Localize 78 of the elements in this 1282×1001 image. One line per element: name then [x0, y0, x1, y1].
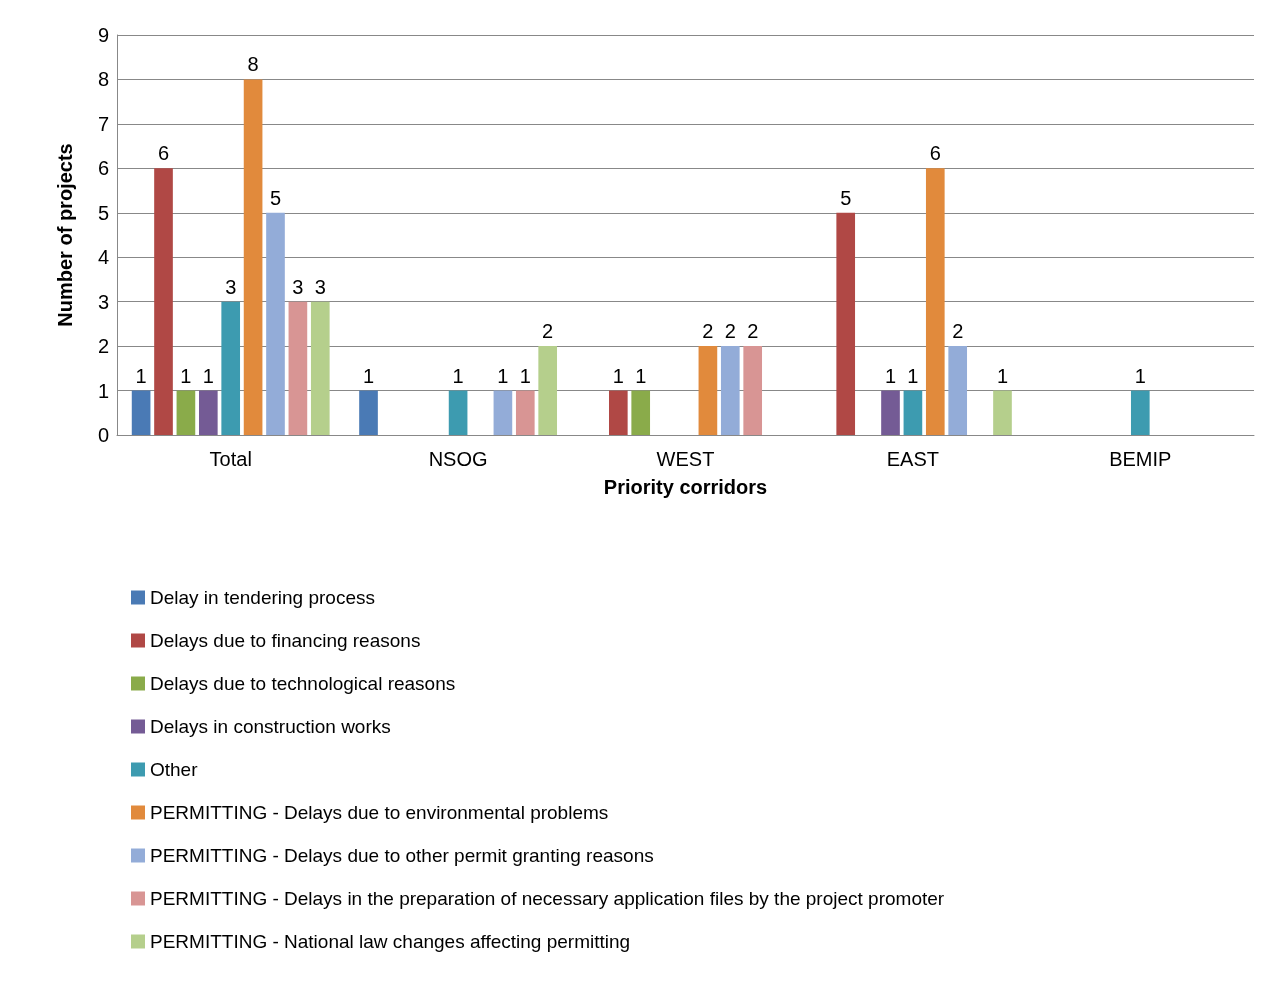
bar	[608, 390, 628, 435]
data-label: 1	[884, 364, 897, 387]
bar	[288, 301, 308, 435]
bar	[881, 390, 900, 435]
bar	[176, 390, 196, 435]
data-label: 1	[497, 364, 509, 387]
legend-label: Delays in construction works	[150, 716, 391, 737]
x-tick-label: BEMIP	[1109, 448, 1172, 470]
legend-label: PERMITTING - Delays due to environmental problems	[150, 802, 609, 823]
legend-label: Other	[150, 759, 199, 780]
data-label: 1	[202, 364, 214, 387]
y-axis-title: Number of projects	[54, 143, 76, 327]
legend-label: PERMITTING - Delays due to other permit granting reasons	[150, 845, 654, 866]
legend-label: PERMITTING - National law changes affecting permitting	[150, 931, 631, 952]
data-label: 2	[952, 320, 964, 343]
y-tick-label: 8	[97, 68, 109, 91]
data-label: 1	[452, 364, 464, 387]
y-tick-label: 4	[97, 246, 109, 269]
x-tick-label: EAST	[886, 448, 940, 470]
bar	[266, 212, 285, 435]
legend-label: PERMITTING - Delays in the preparation of necessary application files by the project promoter	[150, 888, 945, 909]
data-label: 5	[840, 186, 852, 209]
legend-label: Delays due to technological reasons	[150, 673, 456, 694]
data-label: 1	[180, 364, 192, 387]
bar	[359, 390, 378, 435]
bar	[1130, 390, 1150, 435]
data-label: 1	[612, 364, 624, 387]
data-label: 2	[542, 320, 554, 343]
data-label: 1	[135, 364, 147, 387]
data-label: 3	[314, 275, 326, 298]
x-tick-label: WEST	[656, 448, 715, 470]
bar	[154, 168, 173, 435]
bar	[310, 301, 330, 435]
bar	[538, 346, 558, 435]
data-label: 6	[157, 142, 170, 165]
data-label: 1	[635, 364, 647, 387]
data-label: 1	[1134, 364, 1146, 387]
data-label: 1	[996, 364, 1009, 387]
bar	[631, 390, 651, 435]
bar	[493, 390, 513, 435]
x-tick-label: NSOG	[428, 448, 488, 470]
y-tick-label: 5	[97, 201, 109, 224]
bar	[743, 346, 763, 435]
data-label: 1	[519, 364, 531, 387]
bar	[198, 390, 218, 435]
bar	[448, 390, 468, 435]
data-label: 3	[225, 275, 237, 298]
data-label: 2	[702, 320, 714, 343]
data-label: 6	[929, 142, 941, 165]
bar	[221, 301, 241, 435]
bar	[698, 346, 718, 435]
bar	[515, 390, 535, 435]
legend-label: Delays due to financing reasons	[150, 630, 421, 651]
y-tick-label: 9	[97, 24, 109, 46]
y-tick-label: 7	[97, 112, 109, 135]
y-tick-label: 0	[97, 424, 109, 446]
bar	[993, 390, 1012, 435]
bar	[903, 390, 923, 435]
legend-label: Delay in tendering process	[150, 587, 375, 608]
bar	[720, 346, 740, 435]
x-tick-label: Total	[209, 448, 252, 470]
bar	[948, 346, 968, 435]
y-tick-label: 1	[97, 379, 109, 402]
data-label: 2	[724, 320, 736, 343]
data-label: 2	[747, 320, 759, 343]
y-tick-label: 3	[97, 290, 109, 313]
data-label: 3	[292, 275, 304, 298]
bar	[243, 79, 263, 435]
data-label: 8	[247, 53, 259, 76]
data-label: 1	[362, 364, 375, 387]
data-label: 1	[907, 364, 919, 387]
x-axis-title: Priority corridors	[603, 476, 768, 498]
bar	[131, 390, 151, 435]
bar	[836, 212, 856, 435]
y-tick-label: 2	[97, 335, 109, 358]
data-label: 5	[269, 186, 282, 209]
y-tick-label: 6	[97, 157, 109, 180]
bar	[925, 168, 945, 435]
